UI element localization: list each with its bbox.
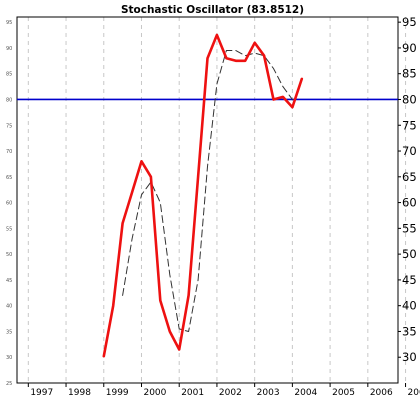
right-tick-label-65: 65: [402, 170, 417, 184]
left-tick-label-90: 90: [6, 46, 12, 52]
x-tick-label-2005: 2005: [332, 388, 355, 398]
x-axis-ticks: 1997 1998 1999 2000 2001 2002 2003 2004 2005 2006…: [27, 383, 420, 398]
right-tick-label-70: 70: [402, 144, 417, 158]
x-tick-label-2000: 2000: [143, 388, 166, 398]
left-tick-label-70: 70: [6, 149, 12, 155]
right-tick-label-95: 95: [402, 15, 417, 29]
left-axis-ticks: 25 30 35 40 45 50 55 60 65 70 75 80 85 90 95: [6, 20, 12, 387]
left-tick-label-45: 45: [6, 278, 12, 284]
stochastic-line: [102, 33, 304, 358]
left-tick-label-65: 65: [6, 175, 12, 181]
x-tick-label-1999: 1999: [106, 388, 129, 398]
left-tick-label-25: 25: [6, 381, 12, 387]
right-tick-label-30: 30: [402, 350, 417, 364]
x-tick-label-2003: 2003: [257, 388, 280, 398]
left-tick-label-95: 95: [6, 20, 12, 26]
right-tick-label-35: 35: [402, 324, 417, 338]
vertical-grid: [27, 17, 407, 383]
signal-line: [122, 50, 293, 332]
left-tick-label-50: 50: [6, 252, 12, 258]
right-tick-label-55: 55: [402, 221, 417, 235]
x-tick-label-2002: 2002: [219, 388, 242, 398]
left-tick-label-40: 40: [6, 304, 12, 310]
right-tick-label-40: 40: [402, 299, 417, 313]
x-tick-label-2004: 2004: [294, 388, 317, 398]
left-tick-label-85: 85: [6, 72, 12, 78]
x-tick-label-2001: 2001: [181, 388, 204, 398]
right-tick-label-60: 60: [402, 196, 417, 210]
x-tick-label-1998: 1998: [68, 388, 91, 398]
left-tick-label-75: 75: [6, 123, 12, 129]
series-layer: [102, 33, 304, 358]
x-tick-label-2007: 2007: [408, 388, 420, 398]
chart-title: Stochastic Oscillator (83.8512): [121, 4, 304, 16]
plot-frame: [16, 16, 399, 384]
left-tick-label-55: 55: [6, 226, 12, 232]
right-axis-ticks: 30 35 40 45 50 55 60 65 70 75 80 85 90 95: [398, 15, 417, 364]
right-tick-label-75: 75: [402, 118, 417, 132]
left-tick-label-30: 30: [6, 355, 12, 361]
left-tick-label-60: 60: [6, 201, 12, 207]
right-tick-label-50: 50: [402, 247, 417, 261]
right-tick-label-80: 80: [402, 92, 417, 106]
right-tick-label-90: 90: [402, 41, 417, 55]
right-tick-label-85: 85: [402, 67, 417, 81]
x-tick-label-2006: 2006: [370, 388, 393, 398]
left-tick-label-80: 80: [6, 97, 12, 103]
x-tick-label-1997: 1997: [30, 388, 53, 398]
left-tick-label-35: 35: [6, 329, 12, 335]
right-tick-label-45: 45: [402, 273, 417, 287]
